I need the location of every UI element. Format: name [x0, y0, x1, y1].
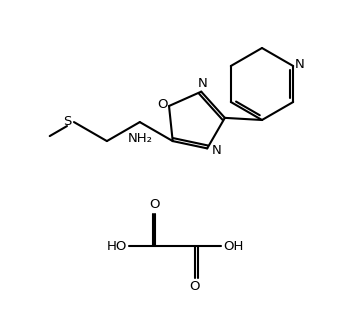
Text: O: O: [190, 280, 200, 293]
Text: S: S: [63, 114, 71, 127]
Text: O: O: [157, 97, 167, 111]
Text: OH: OH: [223, 240, 243, 253]
Text: N: N: [294, 57, 304, 70]
Text: O: O: [150, 199, 160, 212]
Text: NH₂: NH₂: [127, 132, 152, 144]
Text: HO: HO: [107, 240, 127, 253]
Text: N: N: [211, 144, 221, 157]
Text: N: N: [197, 77, 207, 90]
